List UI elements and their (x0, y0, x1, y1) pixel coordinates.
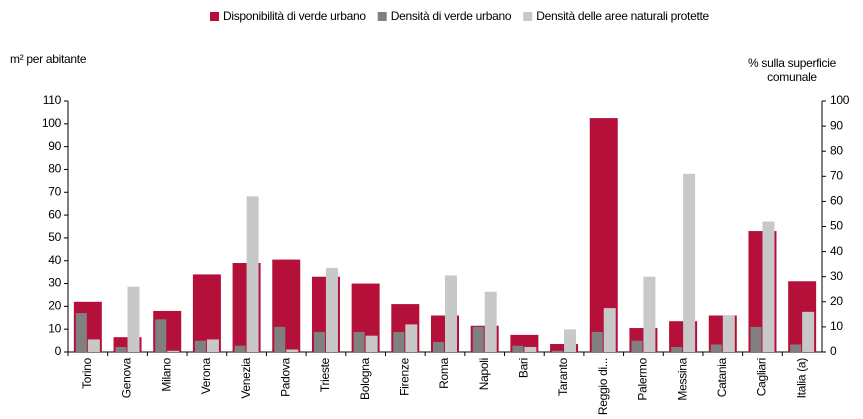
x-tick-label: Torino (80, 357, 94, 389)
bar (325, 267, 338, 352)
y2-tick-label: 10 (830, 319, 843, 333)
legend-swatch (210, 12, 219, 21)
x-tick-label: Padova (278, 357, 292, 397)
y-tick-label: 20 (48, 299, 61, 313)
y2-tick-label: 60 (830, 194, 843, 208)
y2-tick-label: 40 (830, 244, 843, 258)
bar (286, 349, 299, 352)
y-tick-label: 70 (48, 184, 61, 198)
y-tick-label: 110 (43, 93, 62, 107)
x-tick-label: Verona (199, 357, 213, 394)
bar (206, 339, 219, 352)
y-axis-title: m² per abitante (10, 52, 87, 66)
y-tick-label: 80 (48, 162, 61, 176)
bar (564, 329, 577, 352)
bar (192, 274, 221, 352)
y2-tick-label: 100 (830, 93, 850, 107)
bar (445, 275, 457, 352)
bar (87, 339, 100, 352)
legend-swatch (523, 12, 533, 21)
y2-axis-title: comunale (767, 70, 817, 84)
legend-label: Disponibilità di verde urbano (223, 9, 366, 23)
legend-swatch (377, 12, 387, 21)
bar (365, 335, 378, 352)
bar (167, 350, 180, 352)
bar (683, 173, 696, 352)
bar (762, 221, 775, 352)
y2-axis-title: % sulla superficie (748, 56, 837, 70)
y-tick-label: 100 (42, 116, 62, 130)
x-tick-label: Catania (715, 357, 729, 397)
bar (484, 291, 497, 352)
bar (750, 326, 762, 352)
x-tick-label: Italia (a) (794, 358, 808, 399)
x-tick-label: Messina (675, 357, 689, 400)
y2-tick-label: 70 (830, 168, 843, 182)
y-tick-label: 10 (48, 321, 61, 335)
y2-tick-label: 50 (830, 219, 843, 233)
bar (194, 340, 206, 352)
x-tick-label: Firenze (397, 357, 411, 396)
bar (552, 350, 564, 352)
bar (603, 308, 616, 352)
y2-tick-label: 30 (830, 269, 843, 283)
y2-tick-label: 90 (830, 118, 843, 132)
x-tick-label: Genova (120, 357, 134, 398)
bar (671, 346, 683, 352)
y-tick-label: 0 (55, 344, 62, 358)
x-tick-label: Venezia (239, 357, 253, 398)
bar (313, 331, 325, 352)
bar (405, 324, 418, 352)
x-tick-label: Roma (437, 357, 451, 388)
bar (274, 326, 286, 352)
x-tick-label: Palermo (636, 357, 650, 400)
bar (512, 345, 524, 352)
y-tick-label: 90 (48, 139, 61, 153)
bar (75, 313, 87, 352)
bar (353, 331, 365, 352)
x-tick-label: Reggio di... (596, 358, 610, 415)
bar (155, 319, 167, 352)
x-tick-label: Bologna (358, 357, 372, 400)
y-tick-label: 30 (48, 276, 61, 290)
legend-label: Densità delle aree naturali protette (536, 9, 709, 23)
y-tick-label: 40 (48, 253, 61, 267)
legend-label: Densità di verde urbano (391, 9, 512, 23)
bar (246, 196, 259, 352)
bar (127, 286, 140, 352)
x-tick-label: Milano (159, 357, 173, 391)
bar (643, 276, 656, 352)
bar (234, 345, 246, 352)
bar (472, 326, 484, 352)
bar (591, 331, 603, 352)
bar (433, 341, 444, 352)
x-tick-label: Cagliari (755, 358, 769, 396)
y-tick-label: 50 (48, 230, 61, 244)
bar (710, 344, 722, 352)
x-tick-label: Taranto (556, 357, 570, 396)
bar (393, 331, 405, 352)
x-tick-label: Trieste (318, 357, 332, 392)
bar (790, 344, 802, 352)
y2-tick-label: 0 (830, 344, 837, 358)
bar (115, 346, 127, 352)
bar (722, 315, 735, 352)
y2-tick-label: 20 (830, 294, 843, 308)
bar (802, 311, 815, 352)
y-tick-label: 60 (48, 207, 61, 221)
x-tick-label: Napoli (477, 358, 491, 390)
x-tick-label: Bari (517, 358, 531, 378)
y2-tick-label: 80 (830, 143, 843, 157)
bar (524, 346, 537, 352)
bar (631, 340, 643, 352)
